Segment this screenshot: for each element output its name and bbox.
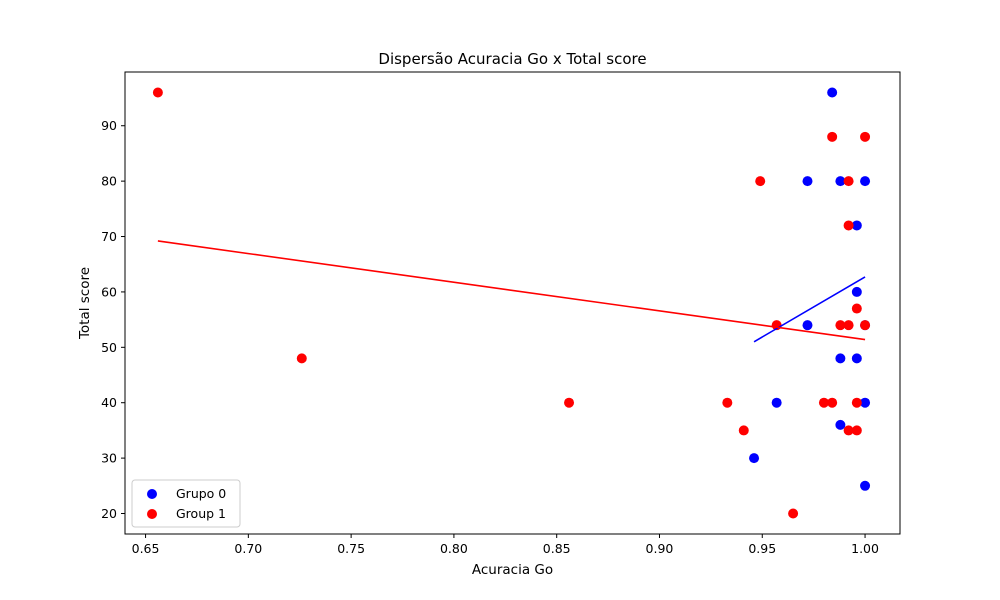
plot-area	[152, 87, 871, 519]
scatter-point-grupo-0	[835, 176, 846, 187]
scatter-point-group-1	[851, 303, 862, 314]
x-tick-label: 0.95	[748, 541, 776, 556]
axes-frame	[124, 71, 901, 535]
scatter-point-group-1	[564, 397, 575, 408]
y-tick-label: 40	[101, 395, 117, 410]
legend-label-group-1: Group 1	[176, 506, 226, 521]
legend-label-grupo-0: Grupo 0	[176, 486, 226, 501]
y-axis: 20 30 40 50 60 70 80 90	[101, 118, 125, 521]
scatter-point-group-1	[835, 320, 846, 331]
scatter-point-grupo-0	[827, 87, 838, 98]
scatter-point-grupo-0	[860, 397, 871, 408]
scatter-point-grupo-0	[860, 176, 871, 187]
scatter-point-group-1	[296, 353, 307, 364]
y-tick-label: 30	[101, 451, 117, 466]
scatter-point-grupo-0	[851, 286, 862, 297]
scatter-point-grupo-0	[802, 320, 813, 331]
scatter-point-grupo-0	[851, 220, 862, 231]
scatter-point-group-1	[843, 176, 854, 187]
y-tick-label: 50	[101, 340, 117, 355]
trendline-group-1	[157, 240, 866, 341]
scatter-point-group-1	[860, 131, 871, 142]
scatter-point-group-1	[827, 131, 838, 142]
scatter-point-group-1	[851, 425, 862, 436]
y-tick-label: 80	[101, 174, 117, 189]
x-tick-label: 0.85	[543, 541, 571, 556]
legend-marker-grupo-0	[147, 489, 157, 499]
scatter-point-grupo-0	[851, 353, 862, 364]
trendline-grupo-0	[753, 276, 866, 343]
scatter-point-group-1	[851, 397, 862, 408]
y-tick-label: 70	[101, 229, 117, 244]
x-tick-label: 0.65	[132, 541, 160, 556]
x-tick-label: 0.70	[234, 541, 262, 556]
scatter-point-grupo-0	[860, 480, 871, 491]
scatter-point-grupo-0	[835, 353, 846, 364]
scatter-point-group-1	[788, 508, 799, 519]
x-tick-label: 0.75	[337, 541, 365, 556]
y-tick-label: 90	[101, 118, 117, 133]
scatter-point-group-1	[755, 176, 766, 187]
scatter-point-group-1	[843, 425, 854, 436]
scatter-point-group-1	[843, 320, 854, 331]
scatter-point-group-1	[738, 425, 749, 436]
scatter-point-grupo-0	[771, 397, 782, 408]
y-tick-label: 20	[101, 506, 117, 521]
chart-title: Dispersão Acuracia Go x Total score	[378, 50, 646, 68]
scatter-point-group-1	[843, 220, 854, 231]
scatter-point-group-1	[818, 397, 829, 408]
legend-box	[131, 479, 241, 528]
x-axis: 0.65 0.70 0.75 0.80 0.85 0.90 0.95 1.00	[132, 534, 879, 556]
scatter-point-group-1	[827, 397, 838, 408]
x-axis-label: Acuracia Go	[472, 562, 553, 578]
x-tick-label: 0.80	[440, 541, 468, 556]
legend-marker-group-1	[147, 509, 157, 519]
legend: Grupo 0 Group 1	[131, 479, 241, 528]
scatter-point-group-1	[860, 320, 871, 331]
scatter-point-group-1	[722, 397, 733, 408]
scatter-point-group-1	[152, 87, 163, 98]
scatter-point-grupo-0	[802, 176, 813, 187]
scatter-point-grupo-0	[835, 419, 846, 430]
y-tick-label: 60	[101, 284, 117, 299]
y-axis-label: Total score	[77, 267, 93, 340]
x-tick-label: 1.00	[851, 541, 879, 556]
scatter-point-grupo-0	[749, 453, 760, 464]
x-tick-label: 0.90	[646, 541, 674, 556]
